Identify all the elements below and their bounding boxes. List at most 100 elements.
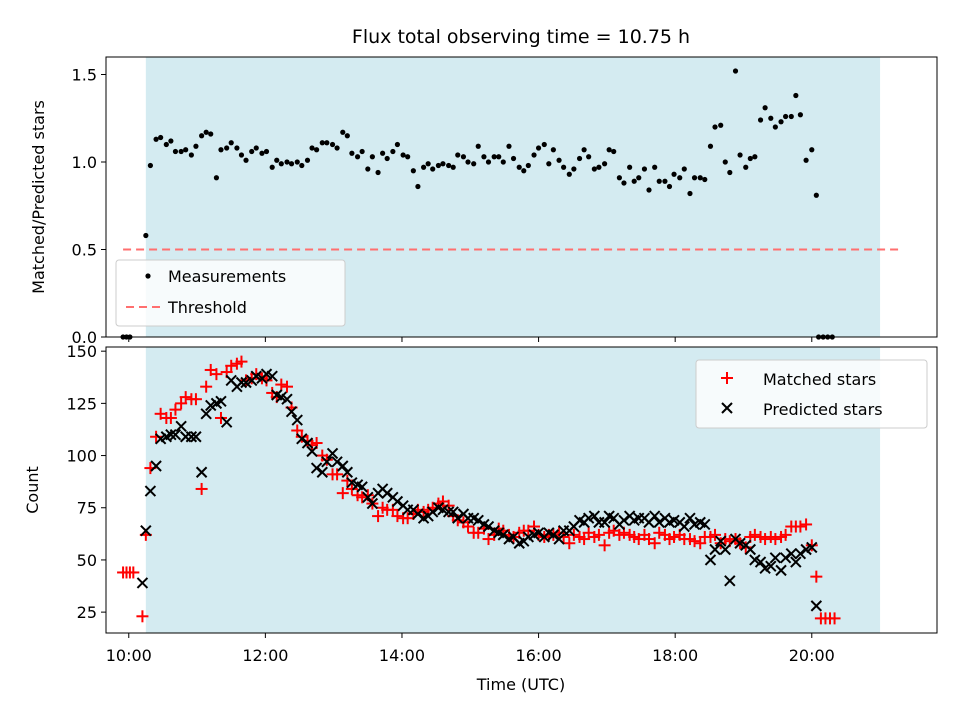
measurement-point [732,68,739,74]
measurement-point [506,143,512,149]
predicted-point [150,460,162,472]
predicted-point [195,466,208,478]
matched-point [169,403,182,416]
measurement-point [591,166,597,172]
measurement-point [793,92,799,99]
count-legend: Matched stars Predicted stars [695,359,928,429]
matched-point [336,487,349,500]
count-y-ticks: 25 50 75 100 125 150 [66,342,106,622]
measurement-point [571,166,577,172]
predicted-point [285,406,298,418]
y-tick-label: 150 [66,342,97,361]
measurement-point [465,159,471,165]
predicted-point [704,554,717,566]
measurement-point [747,155,753,162]
measurement-point [340,129,346,135]
measurement-point [677,175,683,181]
measurement-point [516,164,522,170]
measurement-point [450,164,456,170]
measurement-point [147,162,153,169]
x-tick-label: 18:00 [652,646,698,665]
measurement-point [274,157,280,163]
measurement-point [334,145,340,151]
measurement-point [405,154,411,160]
ratio-x-ticks [128,337,813,342]
measurement-point [546,161,552,167]
matched-point [578,533,591,546]
legend-predicted: Predicted stars [763,400,883,419]
predicted-point [794,547,807,560]
measurement-point [183,147,189,153]
measurement-point [158,134,164,141]
ratio-legend-box [115,259,346,327]
measurement-point [606,147,612,153]
predicted-point [356,481,368,493]
predicted-point [215,395,227,407]
y-tick-label: 25 [77,603,97,622]
measurement-point [359,148,365,155]
matched-point [810,570,823,583]
measurement-point [249,148,255,155]
predicted-point [165,428,177,441]
predicted-point [442,506,455,518]
matched-point [214,411,227,424]
measurement-point [440,161,446,167]
matched-point [175,397,188,410]
measurement-point [541,141,547,148]
measurement-point [666,183,673,190]
legend-matched: Matched stars [763,370,876,389]
predicted-point [618,514,630,526]
matched-point [668,530,681,543]
measurement-point [712,124,718,130]
predicted-point [326,447,339,460]
measurement-point [646,187,652,193]
y-tick-label: 0.5 [72,241,97,260]
matched-point [391,510,404,523]
measurement-point [491,154,497,160]
predicted-point [190,431,202,443]
matched-point [805,539,818,552]
predicted-point [472,514,484,526]
measurement-point [627,164,633,170]
predicted-point [653,516,665,529]
measurement-point [324,140,330,146]
ratio-plot-frame [105,56,938,338]
measurement-point [782,113,789,120]
measurement-point [687,190,693,197]
measurement-point [288,161,295,167]
measurement-point [762,105,768,111]
predicted-point [136,577,149,589]
predicted-point [391,495,404,508]
measurement-point [394,141,401,148]
measurement-point [446,162,452,169]
predicted-point [724,575,736,587]
predicted-point [588,510,601,522]
measurement-point [400,152,406,158]
matched-point [341,474,354,487]
measurement-point [390,148,396,155]
measurement-point [500,159,506,165]
predicted-point [427,506,439,518]
measurement-point [556,157,562,163]
predicted-point [366,497,379,510]
measurement-point [521,168,527,174]
y-tick-label: 75 [77,499,97,518]
predicted-point [412,508,424,520]
measurement-point [566,171,572,177]
matched-point [779,528,792,541]
predicted-point [341,466,354,478]
predicted-point [321,456,333,468]
y-tick-label: 1.0 [72,153,97,172]
predicted-point [175,420,187,433]
measurement-point [163,141,169,148]
measurement-point [481,154,487,160]
matched-point [210,368,223,381]
x-tick-label: 10:00 [106,646,152,665]
measurement-point [671,171,677,177]
matched-point [189,393,202,406]
matched-point [694,537,707,550]
ratio-panel: 0.0 0.5 1.0 1.5 Matched/Predicted stars Mea… [29,56,938,347]
measurement-point [259,150,265,156]
predicted-point [140,525,152,537]
predicted-point [200,408,212,420]
